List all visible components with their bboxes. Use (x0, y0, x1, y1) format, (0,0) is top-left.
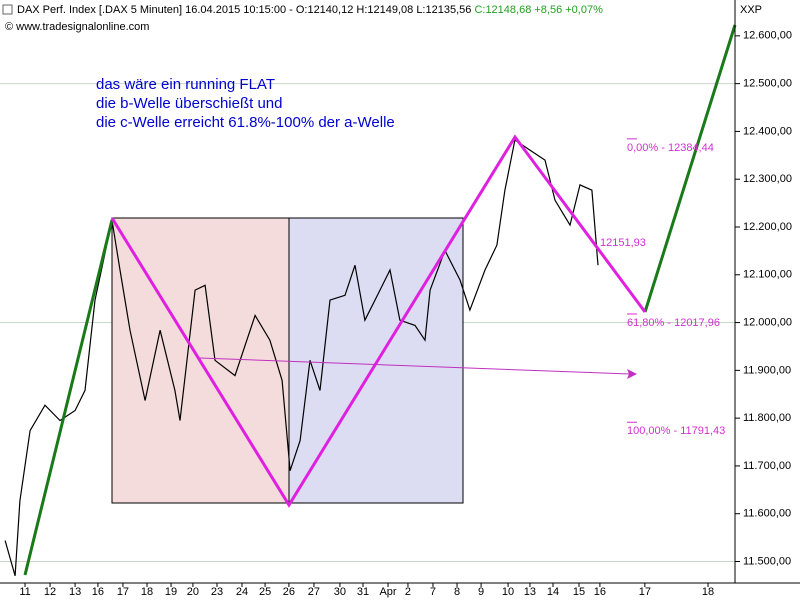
impulse-line (23, 219, 114, 576)
y-tick-label: 12.500,00 (743, 78, 792, 90)
x-tick-label: 10 (502, 586, 514, 598)
y-tick-label: 11.800,00 (743, 412, 791, 424)
fib-label: 0,00% - 12384,44 (627, 142, 714, 154)
y-tick-label: 12.400,00 (743, 125, 792, 137)
x-tick-label: 16 (594, 586, 606, 598)
y-tick-label: 12.000,00 (743, 316, 792, 328)
x-tick-label: 17 (117, 586, 129, 598)
title-change: C:12148,68 +8,56 +0,07% (474, 4, 603, 16)
x-tick-label: 23 (211, 586, 223, 598)
arrow-line (199, 357, 631, 375)
x-tick-label: 19 (165, 586, 177, 598)
y-tick-label: 12.300,00 (743, 173, 792, 185)
annotation: die c-Welle erreicht 61.8%-100% der a-We… (96, 114, 395, 131)
last-value-label: 12151,93 (600, 237, 646, 249)
x-tick-label: 31 (357, 586, 369, 598)
x-tick-label: 11 (19, 586, 30, 598)
x-tick-label: 25 (259, 586, 271, 598)
x-tick-label: 20 (187, 586, 199, 598)
y-tick-label: 12.200,00 (743, 221, 792, 233)
annotation: das wäre ein running FLAT (96, 76, 275, 93)
x-tick-label: 26 (283, 586, 295, 598)
x-tick-label: 14 (547, 586, 559, 598)
y-tick-label: 11.900,00 (743, 364, 791, 376)
y-tick-label: 11.700,00 (743, 460, 791, 472)
y-tick-label: 11.600,00 (743, 508, 791, 520)
x-tick-label: 17 (639, 586, 651, 598)
y-tick-label: 11.500,00 (743, 555, 791, 567)
x-tick-label: 13 (69, 586, 81, 598)
x-tick-label: 8 (454, 586, 460, 598)
impulse-line (643, 24, 737, 313)
x-tick-label: 15 (573, 586, 585, 598)
fib-label: 61,80% - 12017,96 (627, 317, 720, 329)
title-text: DAX Perf. Index [.DAX 5 Minuten] 16.04.2… (17, 4, 471, 16)
axes: 11.500,00 11.600,00 11.700,00 11.800,00 11.9… (19, 30, 792, 598)
x-tick-label: 13 (524, 586, 536, 598)
fib-label: 100,00% - 11791,43 (627, 425, 725, 437)
y-tick-label: 12.600,00 (743, 30, 792, 42)
wave-line (110, 134, 647, 508)
plot (4, 138, 599, 576)
x-tick-label: 27 (308, 586, 320, 598)
price-line (4, 138, 599, 576)
x-tick-label: 24 (236, 586, 248, 598)
x-tick-label: 16 (92, 586, 104, 598)
x-tick-label: 9 (478, 586, 484, 598)
arrow-head (627, 369, 637, 379)
x-tick-label: 30 (334, 586, 346, 598)
wave-overlay (23, 24, 737, 576)
annotation: die b-Welle überschießt und (96, 95, 283, 112)
y-tick-label: 12.100,00 (743, 269, 792, 281)
x-tick-label: 18 (702, 586, 714, 598)
x-tick-label: 18 (141, 586, 153, 598)
x-tick-label: 12 (44, 586, 56, 598)
source: © www.tradesignalonline.com (5, 21, 149, 33)
x-tick-label: 2 (405, 586, 411, 598)
icon (2, 4, 13, 15)
x-tick-label: 7 (430, 586, 436, 598)
chart-title: DAX Perf. Index [.DAX 5 Minuten] 16.04.2… (17, 4, 603, 16)
x-tick-label: Apr (379, 586, 396, 598)
fib-levels: 0,00% - 12384,44 61,80% - 12017,96 100,00%… (600, 138, 725, 437)
y-axis-label: XXP (740, 4, 762, 16)
